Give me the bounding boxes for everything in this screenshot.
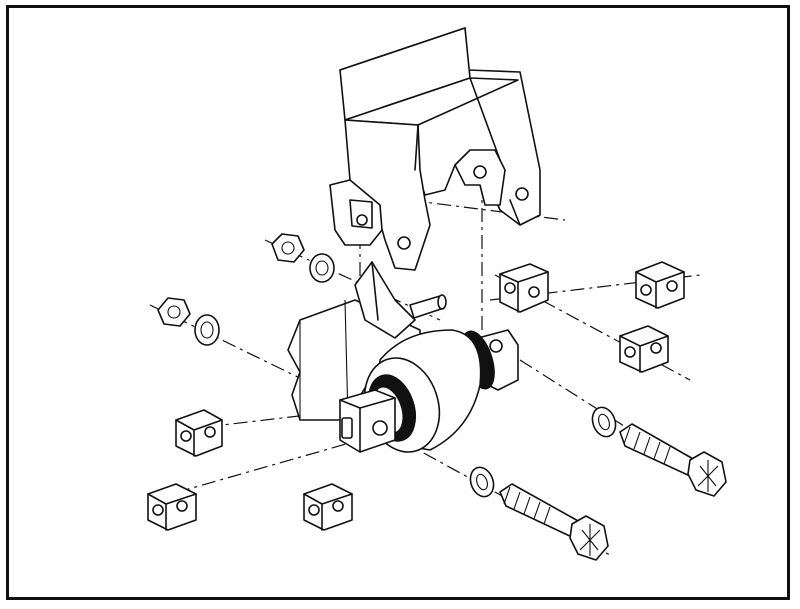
hex-bolt-lower	[499, 483, 609, 561]
hex-bolt-upper	[619, 423, 727, 497]
hex-nut-upper	[271, 233, 305, 263]
alignment-shim-5	[147, 483, 197, 531]
bushing-assembly	[339, 329, 519, 453]
alignment-shim-2	[635, 261, 685, 309]
figure-border	[6, 5, 790, 600]
alignment-shim-3	[619, 325, 669, 373]
flat-washers	[194, 253, 617, 498]
hex-nut-lower	[157, 297, 191, 327]
mounting-shaft	[354, 261, 447, 339]
alignment-shim-4	[175, 409, 223, 457]
hanger-bracket	[329, 27, 541, 271]
alignment-shim-1	[499, 263, 549, 313]
alignment-shim-6	[303, 483, 353, 531]
